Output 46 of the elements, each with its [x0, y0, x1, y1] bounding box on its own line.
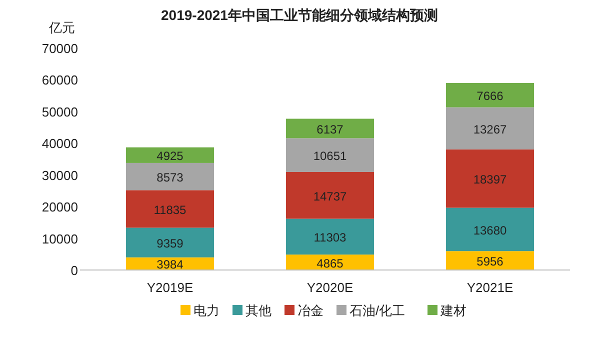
- data-label: 4865: [316, 256, 344, 270]
- bar: [126, 147, 214, 163]
- y-tick-label: 30000: [42, 168, 78, 183]
- bar: [286, 138, 374, 172]
- data-label: 5956: [476, 254, 504, 269]
- y-tick-label: 10000: [42, 231, 78, 246]
- data-label: 14737: [313, 189, 348, 204]
- data-label: 11835: [154, 202, 187, 217]
- data-label: 9359: [156, 236, 184, 251]
- data-label: 3984: [156, 258, 184, 272]
- bar: [446, 149, 534, 208]
- bar: [286, 172, 374, 219]
- y-tick-label: 0: [70, 263, 78, 278]
- y-axis-title: 亿元: [48, 20, 75, 35]
- data-label: 13267: [473, 122, 508, 136]
- legend-label: 石油/化工: [350, 303, 406, 318]
- bar: [446, 251, 534, 270]
- bar: [446, 107, 534, 150]
- y-tick-label: 70000: [42, 41, 78, 56]
- data-label: 10651: [313, 149, 348, 164]
- data-label: 13680: [473, 223, 508, 238]
- bar: [286, 218, 374, 255]
- x-tick-label: Y2020E: [306, 280, 354, 295]
- legend-label: 冶金: [298, 303, 324, 318]
- legend-label: 建材: [440, 303, 466, 318]
- y-tick-label: 40000: [42, 136, 78, 152]
- bar: [446, 208, 534, 252]
- y-tick-label: 20000: [42, 200, 78, 215]
- data-label: 11303: [314, 230, 347, 245]
- bar: [286, 118, 374, 138]
- y-tick-label: 50000: [42, 104, 78, 120]
- data-label: 8573: [156, 170, 184, 185]
- bar: [446, 82, 534, 108]
- bar: [126, 228, 214, 258]
- y-tick-label: 60000: [42, 72, 78, 88]
- x-tick-label: Y2021E: [466, 280, 514, 295]
- legend-label: 电力: [194, 303, 220, 318]
- data-label: 4925: [156, 149, 184, 164]
- x-tick-label: Y2019E: [146, 280, 194, 295]
- data-label: 18397: [473, 172, 508, 187]
- legend-label: 其他: [246, 303, 272, 318]
- bar: [126, 162, 214, 190]
- chart-title: 2019-2021年中国工业节能细分领域结构预测: [161, 7, 438, 23]
- data-label: 7666: [476, 89, 504, 104]
- data-label: 6137: [316, 122, 344, 136]
- bar: [126, 190, 214, 228]
